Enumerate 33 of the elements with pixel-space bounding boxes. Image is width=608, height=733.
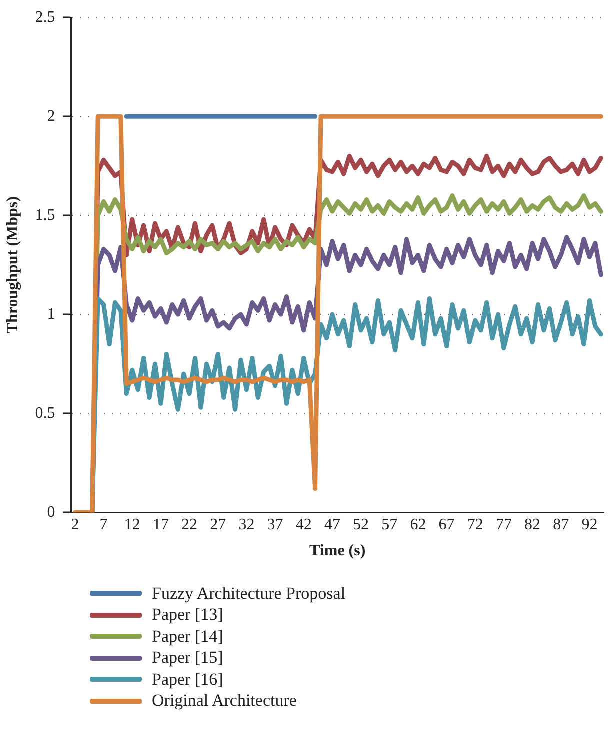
x-tick-label: 72 [467, 516, 484, 534]
y-tick-label: 2.5 [35, 8, 56, 26]
x-tick-label: 37 [267, 516, 284, 534]
y-tick-label: 0.5 [35, 404, 56, 422]
x-tick-label: 57 [382, 516, 398, 534]
x-axis-title: Time (s) [310, 542, 366, 560]
x-tick-label: 52 [353, 516, 370, 534]
legend-label: Paper [14] [152, 626, 224, 647]
legend-label: Fuzzy Architecture Proposal [152, 584, 346, 604]
x-tick-label: 87 [553, 516, 570, 534]
x-tick-label: 92 [582, 516, 598, 534]
y-axis-title: Throughput (Mbps) [4, 196, 22, 334]
x-tick-label: 2 [71, 516, 80, 534]
x-tick-label: 62 [410, 516, 426, 534]
x-tick-label: 42 [296, 516, 312, 534]
y-tick-label: 1 [47, 306, 56, 323]
x-tick-label: 47 [324, 516, 340, 534]
legend-label: Original Architecture [152, 691, 297, 712]
x-tick-label: 77 [496, 516, 512, 534]
legend-label: Paper [16] [152, 670, 224, 690]
y-tick-label: 0 [47, 504, 56, 521]
x-tick-label: 32 [238, 516, 255, 534]
y-tick-label: 1.5 [35, 206, 56, 224]
x-tick-label: 12 [124, 516, 140, 534]
legend-label: Paper [13] [152, 605, 224, 626]
y-tick-label: 2 [47, 108, 56, 125]
x-tick-label: 67 [438, 516, 455, 534]
x-tick-label: 22 [182, 516, 198, 534]
x-tick-label: 82 [524, 516, 541, 534]
legend-label: Paper [15] [152, 648, 224, 668]
x-tick-label: 7 [100, 516, 108, 534]
x-tick-label: 27 [210, 516, 226, 534]
x-tick-label: 17 [152, 516, 169, 534]
